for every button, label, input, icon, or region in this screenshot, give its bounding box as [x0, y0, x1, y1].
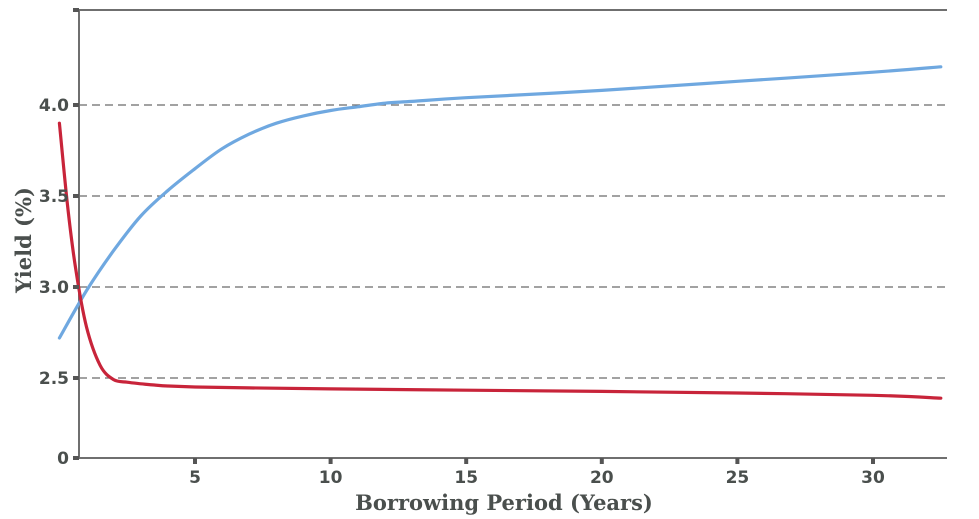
plot-frame	[78, 9, 947, 459]
y-axis-label: Yield (%)	[11, 187, 36, 294]
y-tick-label: 3.0	[39, 278, 69, 298]
x-tick-label: 25	[726, 468, 750, 488]
x-tick-label: 5	[189, 468, 201, 488]
gridlines	[79, 104, 947, 379]
blue-series-line	[57, 65, 943, 340]
x-tick-label: 30	[861, 468, 885, 488]
y-tick-label: 3.5	[39, 187, 69, 207]
series-lines	[57, 65, 943, 400]
y-tick-label: 2.5	[39, 369, 69, 389]
x-tick-label: 10	[319, 468, 343, 488]
red-series-line	[57, 121, 943, 400]
x-axis-label: Borrowing Period (Years)	[355, 490, 653, 515]
axis-ticks: 0 2.5 3.0 3.5 4.0 5 10 15 20 25 30	[39, 8, 885, 488]
y-tick-label: 4.0	[39, 96, 69, 116]
x-tick-label: 15	[454, 468, 478, 488]
y-tick-label: 0	[57, 449, 69, 469]
x-tick-label: 20	[590, 468, 614, 488]
